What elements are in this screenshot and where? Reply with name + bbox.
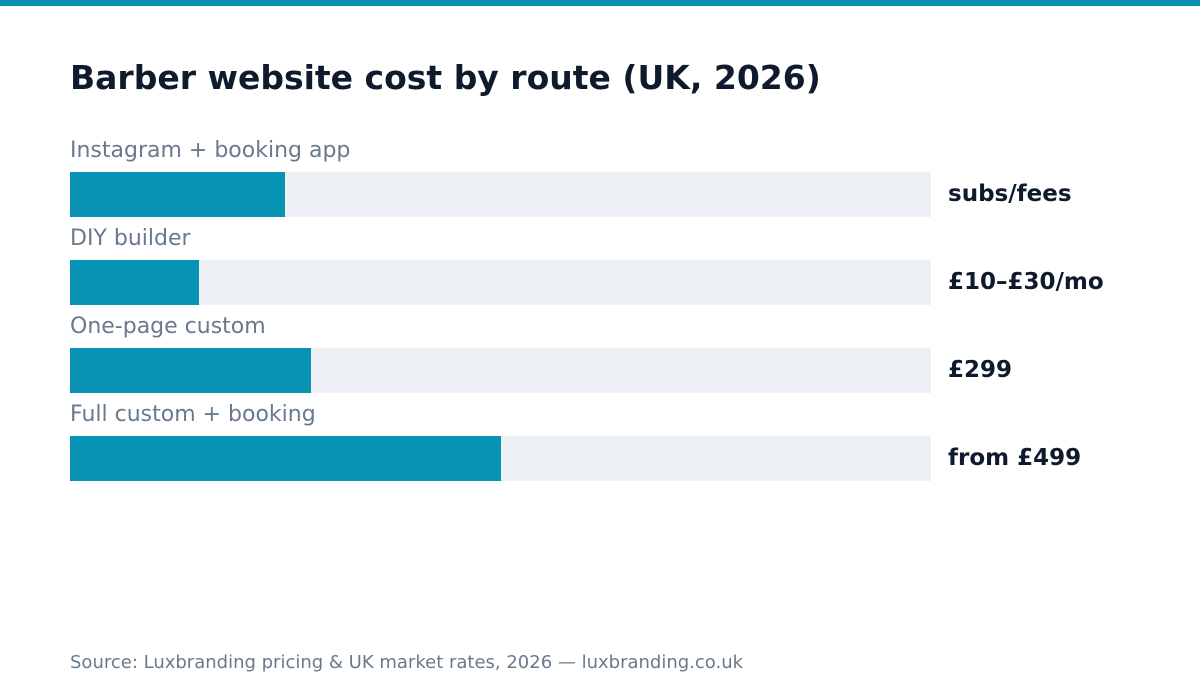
category-label: DIY builder <box>70 226 191 251</box>
bar-row: Full custom + booking from £499 <box>70 400 1170 510</box>
bar-track <box>70 436 931 481</box>
bar-row: One-page custom £299 <box>70 312 1170 422</box>
bar-track <box>70 260 931 305</box>
bar <box>70 260 199 305</box>
bar-track <box>70 172 931 217</box>
top-accent-bar <box>0 0 1200 6</box>
category-label: Full custom + booking <box>70 402 316 427</box>
category-label: One-page custom <box>70 314 266 339</box>
bar <box>70 436 501 481</box>
bar-track <box>70 348 931 393</box>
value-label: £10–£30/mo <box>948 269 1104 295</box>
chart-title: Barber website cost by route (UK, 2026) <box>70 58 821 97</box>
value-label: from £499 <box>948 445 1082 471</box>
bar <box>70 172 285 217</box>
value-label: £299 <box>948 357 1013 383</box>
bar <box>70 348 311 393</box>
bar-row: DIY builder £10–£30/mo <box>70 224 1170 334</box>
source-note: Source: Luxbranding pricing & UK market … <box>70 652 744 673</box>
category-label: Instagram + booking app <box>70 138 351 163</box>
bar-row: Instagram + booking app subs/fees <box>70 136 1170 246</box>
value-label: subs/fees <box>948 181 1072 207</box>
